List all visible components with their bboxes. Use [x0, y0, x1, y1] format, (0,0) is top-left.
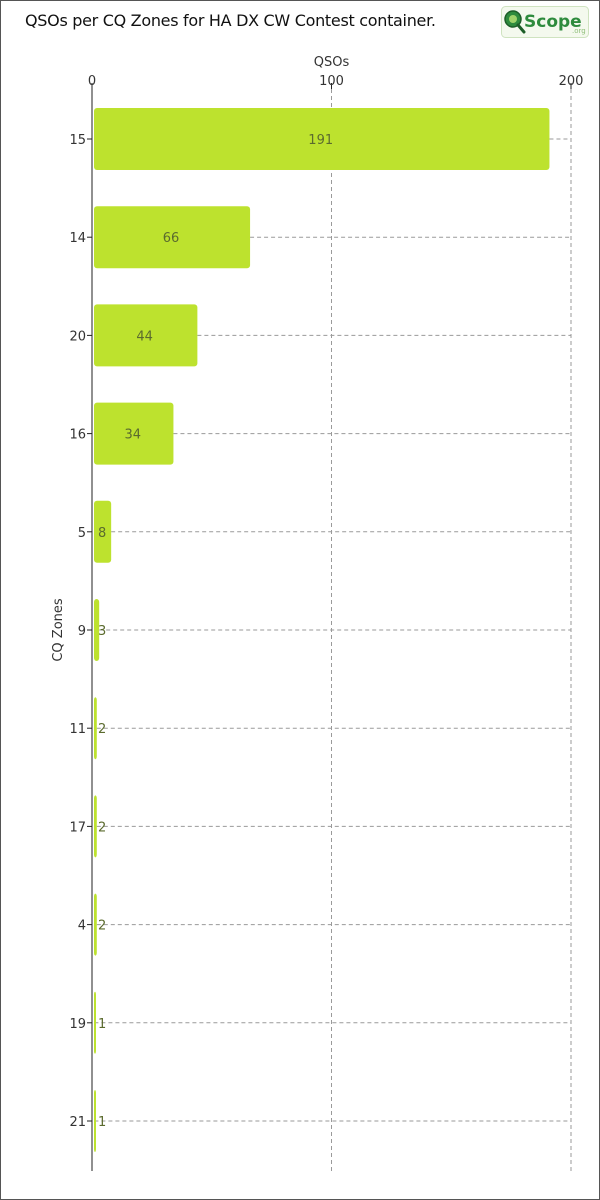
x-tick-label: 0	[88, 74, 96, 89]
category-label: 17	[69, 820, 86, 835]
category-label: 19	[69, 1017, 86, 1032]
value-label: 8	[98, 526, 106, 541]
value-label: 66	[163, 231, 180, 246]
value-label: 191	[308, 133, 333, 148]
bar-zone-19	[94, 991, 96, 1054]
value-label: 2	[98, 722, 106, 737]
bar-zone-11	[94, 697, 97, 760]
category-label: 20	[69, 329, 86, 344]
bar-zone-20	[94, 304, 198, 367]
value-label: 1	[98, 1017, 106, 1032]
chart-title: QSOs per CQ Zones for HA DX CW Contest c…	[25, 11, 436, 30]
value-label: 2	[98, 919, 106, 934]
category-label: 11	[69, 722, 86, 737]
logo-text: Scope	[524, 12, 582, 32]
value-label: 1	[98, 1115, 106, 1130]
bar-zone-14	[94, 206, 251, 269]
bar-zone-4	[94, 893, 97, 956]
category-label: 21	[69, 1115, 86, 1130]
x-tick-label: 200	[559, 74, 584, 89]
category-label: 5	[78, 526, 86, 541]
x-axis-title: QSOs	[314, 55, 350, 70]
category-label: 16	[69, 428, 86, 443]
category-label: 14	[69, 231, 86, 246]
bar-zone-21	[94, 1090, 96, 1152]
value-label: 34	[124, 428, 141, 443]
magnifier-q-icon	[504, 10, 526, 34]
bar-zone-15	[94, 108, 550, 170]
bar-zone-17	[94, 795, 97, 858]
category-label: 15	[69, 133, 86, 148]
x-tick-label: 100	[319, 74, 344, 89]
category-label: 4	[78, 919, 86, 934]
value-label: 3	[98, 624, 106, 639]
qscope-logo: Scope .org	[501, 6, 589, 38]
value-label: 2	[98, 820, 106, 835]
bar-zone-9	[94, 599, 100, 661]
bar-zone-5	[94, 500, 112, 563]
bar-zone-16	[94, 402, 174, 465]
category-label: 9	[78, 624, 86, 639]
y-axis-title: CQ Zones	[51, 598, 66, 662]
value-label: 44	[136, 329, 153, 344]
logo-suffix: .org	[572, 27, 586, 35]
